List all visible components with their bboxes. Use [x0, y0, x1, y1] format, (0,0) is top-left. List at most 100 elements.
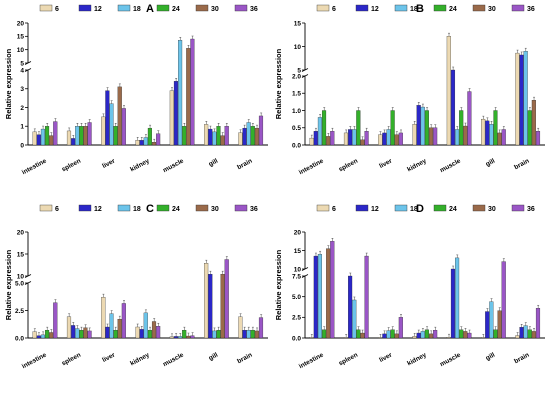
bar-brain-18	[246, 329, 251, 339]
legend-label-36: 36	[527, 6, 535, 13]
legend-swatch-12	[78, 4, 92, 12]
bar-liver-24	[390, 110, 395, 146]
legend-swatch-18	[394, 4, 408, 12]
bar-intestine-36	[330, 131, 335, 146]
y-tick-label: 15	[17, 251, 25, 258]
bar-intestine-18	[40, 334, 45, 339]
y-tick-label: 2	[20, 105, 24, 112]
bar-intestine-24	[321, 110, 327, 146]
bar-liver-24	[113, 126, 118, 146]
bar-liver-36	[398, 317, 403, 339]
bar-kidney-6	[135, 326, 140, 339]
bar-liver-30	[394, 134, 399, 146]
bar-brain-12	[519, 54, 524, 146]
legend-swatch-12	[355, 4, 369, 12]
bar-spleen-24	[356, 329, 361, 339]
legend-label-18: 18	[133, 6, 141, 13]
bar-kidney-30	[151, 142, 157, 146]
category-label: liver	[378, 157, 394, 170]
legend-swatch-30	[195, 204, 209, 212]
bar-muscle-6	[446, 337, 451, 339]
bar-muscle-12	[450, 268, 456, 339]
bar-kidney-12	[139, 329, 144, 339]
bar-muscle-30	[186, 335, 191, 339]
legend-swatch-18	[394, 204, 408, 212]
bar-liver-36	[121, 303, 126, 339]
legend-label-12: 12	[94, 206, 102, 213]
y-axis-label: Relative expression	[4, 48, 13, 119]
bar-brain-12	[242, 329, 247, 339]
y-axis-label: Relative expression	[274, 48, 283, 119]
bar-intestine-12	[313, 131, 318, 146]
category-label: intestine	[21, 157, 48, 176]
bar-intestine-36	[53, 302, 58, 339]
panel-c: C 6 12 18 24 30 36 0.0 2.5 5.010 15 20 Relative expr…	[4, 203, 268, 370]
bar-gill-6	[204, 124, 209, 146]
category-label: kidney	[129, 351, 151, 367]
category-label: muscle	[439, 351, 462, 368]
y-tick-label: 0.0	[15, 335, 24, 342]
bar-spleen-36	[87, 122, 92, 146]
bar-kidney-18	[420, 331, 425, 339]
bar-spleen-30	[83, 327, 88, 339]
bar-intestine-36	[53, 121, 58, 146]
bar-muscle-18	[178, 40, 183, 146]
category-label: liver	[101, 157, 117, 170]
legend-swatch-36	[511, 204, 525, 212]
bar-brain-36	[258, 317, 264, 339]
legend-label-30: 30	[211, 6, 219, 13]
category-label: kidney	[406, 351, 428, 367]
bar-liver-24	[113, 329, 118, 339]
bar-gill-36	[224, 259, 229, 339]
legend-label-24: 24	[172, 6, 180, 13]
legend-swatch-6	[39, 4, 53, 12]
legend-swatch-36	[511, 4, 525, 12]
category-label: spleen	[61, 352, 82, 368]
bar-muscle-24	[182, 329, 187, 339]
bar-kidney-30	[428, 127, 434, 146]
bar-gill-18	[212, 330, 217, 339]
bar-intestine-24	[44, 126, 50, 146]
bar-muscle-18	[455, 129, 460, 146]
bar-gill-24	[493, 329, 498, 339]
bar-muscle-18	[455, 257, 460, 339]
bar-gill-30	[220, 135, 225, 146]
y-tick-label: 15	[294, 248, 302, 255]
legend-swatch-6	[39, 204, 53, 212]
bar-kidney-36	[433, 329, 438, 339]
legend-swatch-24	[156, 204, 170, 212]
bar-kidney-24	[147, 329, 152, 339]
legend-swatch-18	[117, 4, 131, 12]
bar-spleen-12	[348, 129, 353, 146]
bar-intestine-12	[313, 255, 318, 339]
y-tick-label: 1	[20, 124, 24, 131]
bar-spleen-24	[356, 110, 361, 146]
bar-spleen-18	[75, 126, 80, 146]
bar-intestine-36	[330, 241, 335, 339]
y-tick-label: 10	[17, 273, 25, 280]
bar-muscle-24	[459, 329, 464, 339]
bar-brain-24	[250, 329, 255, 339]
category-label: muscle	[162, 157, 185, 174]
bar-spleen-18	[352, 299, 357, 339]
panel-letter: D	[416, 203, 424, 215]
y-tick-label: 1.0	[292, 108, 301, 115]
bar-kidney-12	[416, 332, 421, 339]
bar-kidney-24	[424, 110, 429, 146]
bar-spleen-24	[79, 329, 84, 339]
bar-brain-24	[527, 329, 532, 339]
bar-muscle-24	[459, 110, 464, 146]
bar-liver-18	[109, 103, 114, 146]
bar-kidney-12	[416, 105, 421, 146]
bar-kidney-36	[156, 326, 161, 339]
bar-gill-12	[208, 128, 213, 146]
bar-kidney-30	[151, 321, 157, 339]
bar-gill-30	[220, 274, 225, 339]
bar-spleen-36	[364, 255, 369, 339]
bar-intestine-18	[40, 128, 45, 146]
bar-muscle-6	[446, 36, 451, 146]
legend-swatch-24	[156, 4, 170, 12]
legend-label-12: 12	[371, 6, 379, 13]
bar-kidney-24	[424, 329, 429, 339]
